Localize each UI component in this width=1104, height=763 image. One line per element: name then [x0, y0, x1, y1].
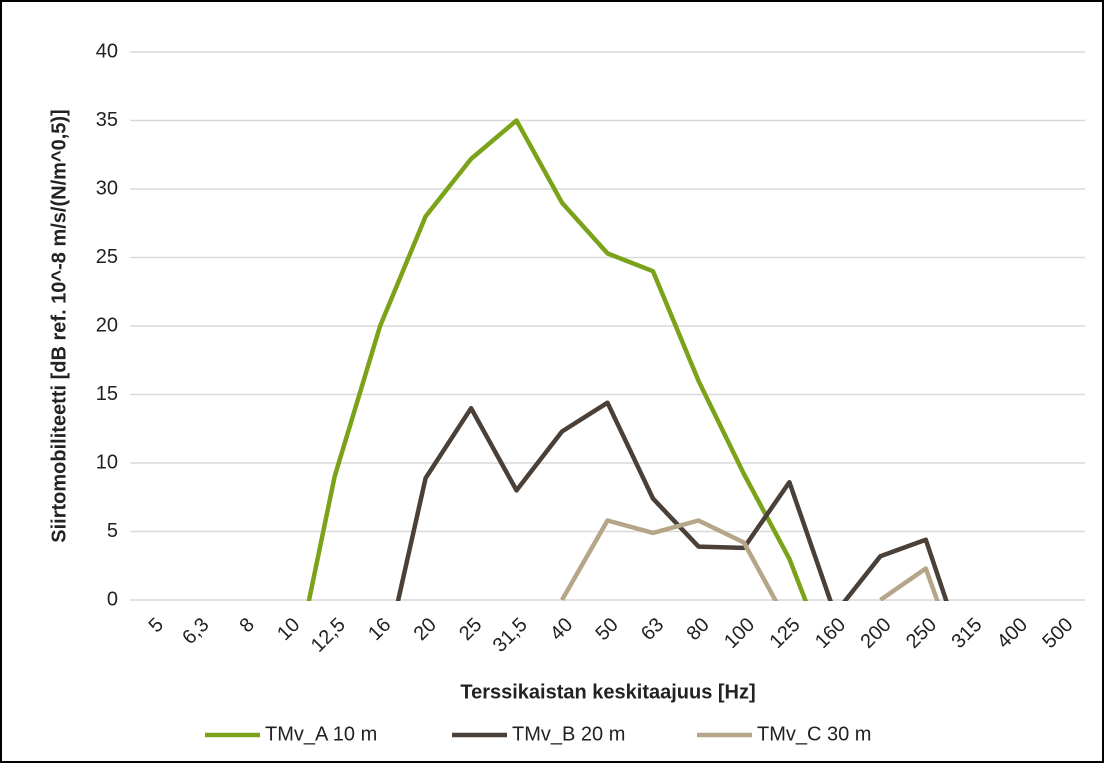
y-tick-label: 30: [96, 177, 118, 199]
y-tick-label: 20: [96, 314, 118, 336]
y-axis-label: Siirtomobiliteetti [dB ref. 10^-8 m/s/(N…: [48, 109, 70, 542]
legend-label: TMv_B 20 m: [512, 723, 625, 745]
y-tick-label: 0: [107, 588, 118, 610]
series-line: [395, 400, 949, 601]
y-tick-label: 15: [96, 383, 118, 405]
legend-label: TMv_C 30 m: [757, 723, 871, 745]
y-tick-label: 10: [96, 451, 118, 473]
y-tick-label: 35: [96, 109, 118, 131]
y-tick-label: 25: [96, 246, 118, 268]
series-line: [560, 518, 940, 601]
x-axis-label: Terssikaistan keskitaajuus [Hz]: [460, 681, 755, 703]
legend-label: TMv_A 10 m: [265, 723, 377, 745]
series-line: [306, 118, 809, 601]
plot-area: [306, 118, 949, 601]
y-tick-label: 40: [96, 40, 118, 62]
y-tick-label: 5: [107, 520, 118, 542]
